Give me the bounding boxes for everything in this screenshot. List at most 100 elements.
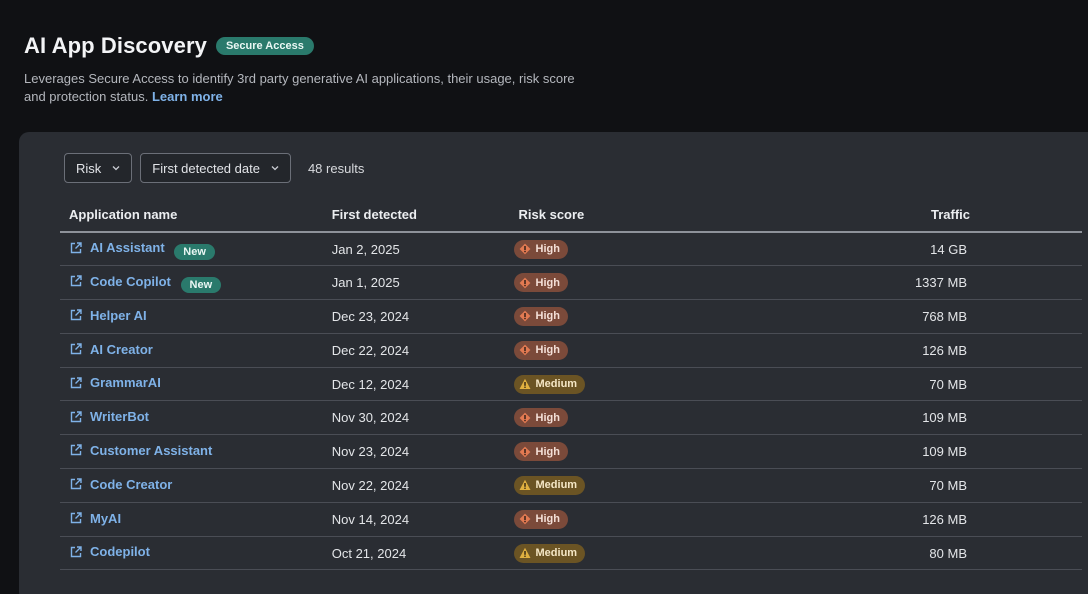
risk-label: Medium: [535, 547, 578, 560]
application-name: AI Assistant: [90, 240, 165, 256]
page-description: Leverages Secure Access to identify 3rd …: [24, 70, 584, 106]
table-row[interactable]: Code Copilot New Jan 1, 2025 High 1337 M…: [60, 265, 1082, 301]
risk-medium-icon: [519, 480, 531, 491]
application-link[interactable]: AI Creator: [69, 342, 153, 357]
table-row[interactable]: Code Creator Nov 22, 2024 Medium 70 MB: [60, 468, 1082, 503]
application-name: Helper AI: [90, 307, 147, 323]
risk-score-cell: High: [513, 265, 779, 301]
secure-access-badge: Secure Access: [215, 37, 314, 55]
risk-medium-icon: [519, 547, 531, 559]
risk-label: High: [535, 243, 560, 256]
chevron-down-icon: [112, 166, 120, 171]
first-detected-cell: Nov 30, 2024: [331, 400, 519, 436]
application-name: Code Creator: [90, 476, 173, 492]
risk-badge: Medium: [513, 543, 586, 563]
application-link[interactable]: WriterBot: [69, 409, 149, 424]
application-name: Code Copilot: [90, 273, 171, 289]
risk-label: High: [535, 445, 560, 458]
column-header-application-name[interactable]: Application name: [60, 198, 332, 233]
table-header-row: Application name First detected Risk sco…: [60, 198, 1082, 233]
risk-high-icon: [519, 344, 530, 356]
title-row: AI App Discovery Secure Access: [24, 33, 584, 59]
risk-high-icon: [519, 277, 530, 289]
first-detected-cell: Nov 23, 2024: [331, 434, 519, 470]
table-row[interactable]: GrammarAI Dec 12, 2024 Medium 70 MB: [60, 367, 1082, 402]
risk-badge: High: [513, 442, 568, 462]
risk-score-cell: High: [513, 502, 779, 537]
risk-badge: High: [513, 273, 568, 293]
application-link[interactable]: AI Assistant: [69, 240, 165, 255]
external-link-icon: [70, 512, 82, 524]
risk-label: High: [535, 513, 560, 526]
table-row[interactable]: Codepilot Oct 21, 2024 Medium 80 MB: [60, 536, 1082, 571]
traffic-cell: 70 MB: [778, 468, 1082, 503]
table-row[interactable]: AI Creator Dec 22, 2024 High 126 MB: [60, 333, 1082, 368]
learn-more-link[interactable]: Learn more: [151, 89, 223, 104]
column-header-traffic[interactable]: Traffic: [778, 198, 1082, 233]
external-link-icon: [70, 242, 82, 254]
application-link[interactable]: MyAI: [69, 511, 121, 526]
risk-badge: Medium: [513, 475, 586, 495]
application-link[interactable]: GrammarAI: [69, 375, 161, 390]
application-link[interactable]: Customer Assistant: [69, 443, 212, 458]
description-text: Leverages Secure Access to identify 3rd …: [24, 71, 575, 104]
first-detected-cell: Nov 14, 2024: [331, 502, 519, 537]
chevron-down-icon: [271, 166, 279, 171]
date-filter-label: First detected date: [152, 160, 260, 176]
table-body: AI Assistant New Jan 2, 2025 High 14 GB …: [60, 232, 1082, 571]
risk-score-cell: High: [513, 400, 779, 436]
risk-label: High: [535, 310, 560, 323]
application-link[interactable]: Code Copilot: [69, 274, 171, 289]
filter-bar: Risk First detected date 48 results: [64, 153, 364, 183]
first-detected-cell: Dec 23, 2024: [331, 299, 519, 334]
application-link[interactable]: Helper AI: [69, 308, 147, 323]
table-row[interactable]: Customer Assistant Nov 23, 2024 High 109…: [60, 434, 1082, 470]
application-link[interactable]: Code Creator: [69, 477, 172, 492]
application-name: MyAI: [90, 510, 122, 526]
applications-panel: Risk First detected date 48 results Appl…: [19, 132, 1088, 594]
application-name-cell: GrammarAI: [60, 367, 332, 402]
table-row[interactable]: WriterBot Nov 30, 2024 High 109 MB: [60, 400, 1082, 436]
traffic-cell: 126 MB: [778, 333, 1082, 368]
application-name-cell: Helper AI: [60, 299, 332, 334]
risk-filter-label: Risk: [76, 160, 102, 176]
new-badge: New: [174, 243, 215, 260]
risk-high-icon: [519, 513, 530, 525]
traffic-cell: 768 MB: [778, 299, 1082, 334]
risk-medium-icon: [519, 378, 531, 390]
risk-score-cell: Medium: [513, 468, 779, 503]
column-header-risk-score[interactable]: Risk score: [518, 198, 779, 233]
external-link-icon: [70, 275, 82, 287]
external-link-icon: [70, 444, 82, 456]
table-row[interactable]: Helper AI Dec 23, 2024 High 768 MB: [60, 299, 1082, 334]
application-name-cell: AI Creator: [60, 333, 332, 368]
first-detected-cell: Jan 2, 2025: [331, 232, 519, 267]
risk-badge: High: [513, 509, 568, 529]
table-row[interactable]: AI Assistant New Jan 2, 2025 High 14 GB: [60, 232, 1082, 267]
traffic-cell: 80 MB: [778, 536, 1082, 571]
applications-table: Application name First detected Risk sco…: [60, 198, 1082, 571]
risk-score-cell: High: [513, 232, 779, 267]
risk-label: Medium: [535, 378, 578, 391]
risk-label: High: [535, 276, 560, 289]
column-header-first-detected[interactable]: First detected: [331, 198, 519, 233]
risk-label: Medium: [535, 479, 578, 492]
traffic-cell: 126 MB: [778, 502, 1082, 537]
risk-score-cell: High: [513, 333, 779, 368]
first-detected-date-dropdown[interactable]: First detected date: [140, 153, 291, 183]
risk-filter-dropdown[interactable]: Risk: [64, 153, 133, 183]
external-link-icon: [70, 309, 82, 321]
first-detected-cell: Nov 22, 2024: [331, 468, 519, 503]
table-row[interactable]: MyAI Nov 14, 2024 High 126 MB: [60, 502, 1082, 537]
external-link-icon: [70, 478, 82, 490]
external-link-icon: [70, 377, 82, 389]
application-link[interactable]: Codepilot: [69, 544, 150, 559]
risk-score-cell: High: [513, 434, 779, 470]
risk-high-icon: [519, 243, 530, 255]
application-name: Customer Assistant: [90, 442, 213, 458]
application-name-cell: Code Creator: [60, 468, 332, 503]
external-link-icon: [70, 546, 82, 558]
risk-badge: High: [513, 239, 568, 259]
results-count: 48 results: [307, 160, 365, 176]
